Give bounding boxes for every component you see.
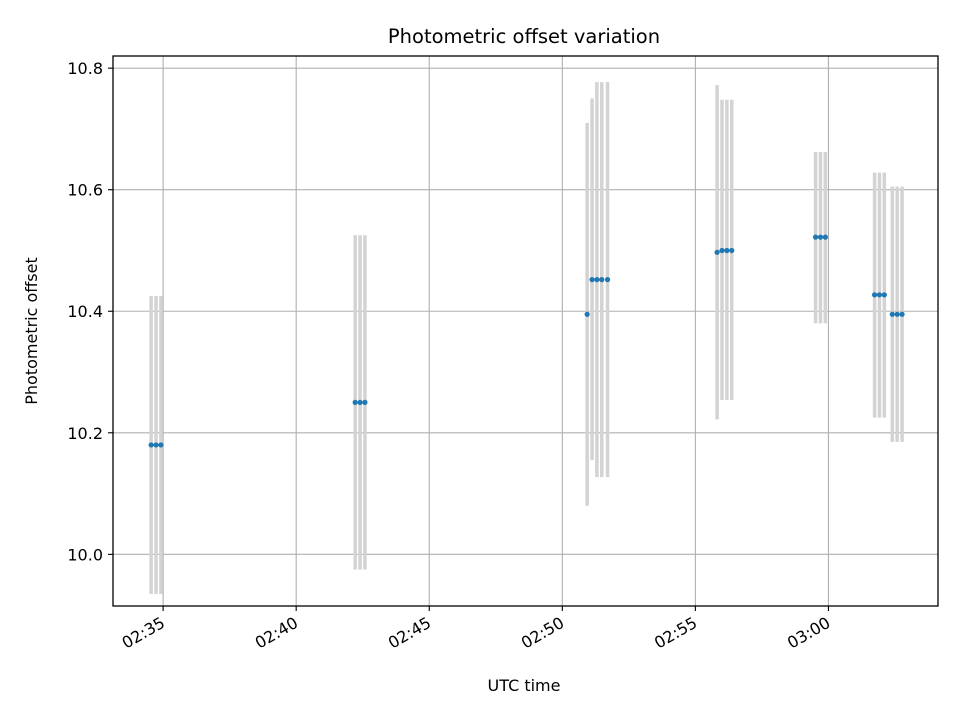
data-point [158, 442, 164, 448]
data-point [352, 399, 358, 406]
y-tick-label: 10.6 [67, 181, 103, 200]
data-point [148, 442, 154, 448]
data-point [357, 399, 363, 406]
data-point [362, 399, 368, 406]
data-points [148, 234, 905, 448]
y-axis-ticks: 10.0 10.2 10.4 10.6 10.8 [67, 59, 113, 564]
data-point [724, 247, 730, 254]
data-point [729, 247, 735, 254]
data-point [894, 311, 900, 317]
y-tick-label: 10.8 [67, 59, 103, 78]
data-point [822, 234, 828, 240]
data-point [584, 311, 590, 317]
data-point [889, 311, 895, 317]
data-point [589, 277, 595, 283]
y-tick-label: 10.2 [67, 424, 103, 443]
y-axis-label: Photometric offset [22, 257, 41, 405]
data-point [817, 234, 824, 240]
data-point [594, 277, 600, 283]
data-point [881, 292, 887, 298]
data-point [153, 442, 159, 448]
plot-frame [112, 55, 939, 607]
chart-title: Photometric offset variation [388, 25, 660, 48]
data-point [871, 292, 878, 298]
y-tick-label: 10.4 [67, 302, 103, 321]
data-point [604, 277, 611, 283]
x-axis-label: UTC time [488, 676, 561, 695]
data-point [812, 234, 819, 240]
y-tick-label: 10.0 [67, 545, 103, 564]
data-point [719, 247, 725, 254]
data-point [876, 292, 883, 298]
data-point [599, 277, 605, 283]
grid [113, 56, 938, 606]
data-point [899, 311, 905, 317]
data-point [714, 249, 720, 255]
